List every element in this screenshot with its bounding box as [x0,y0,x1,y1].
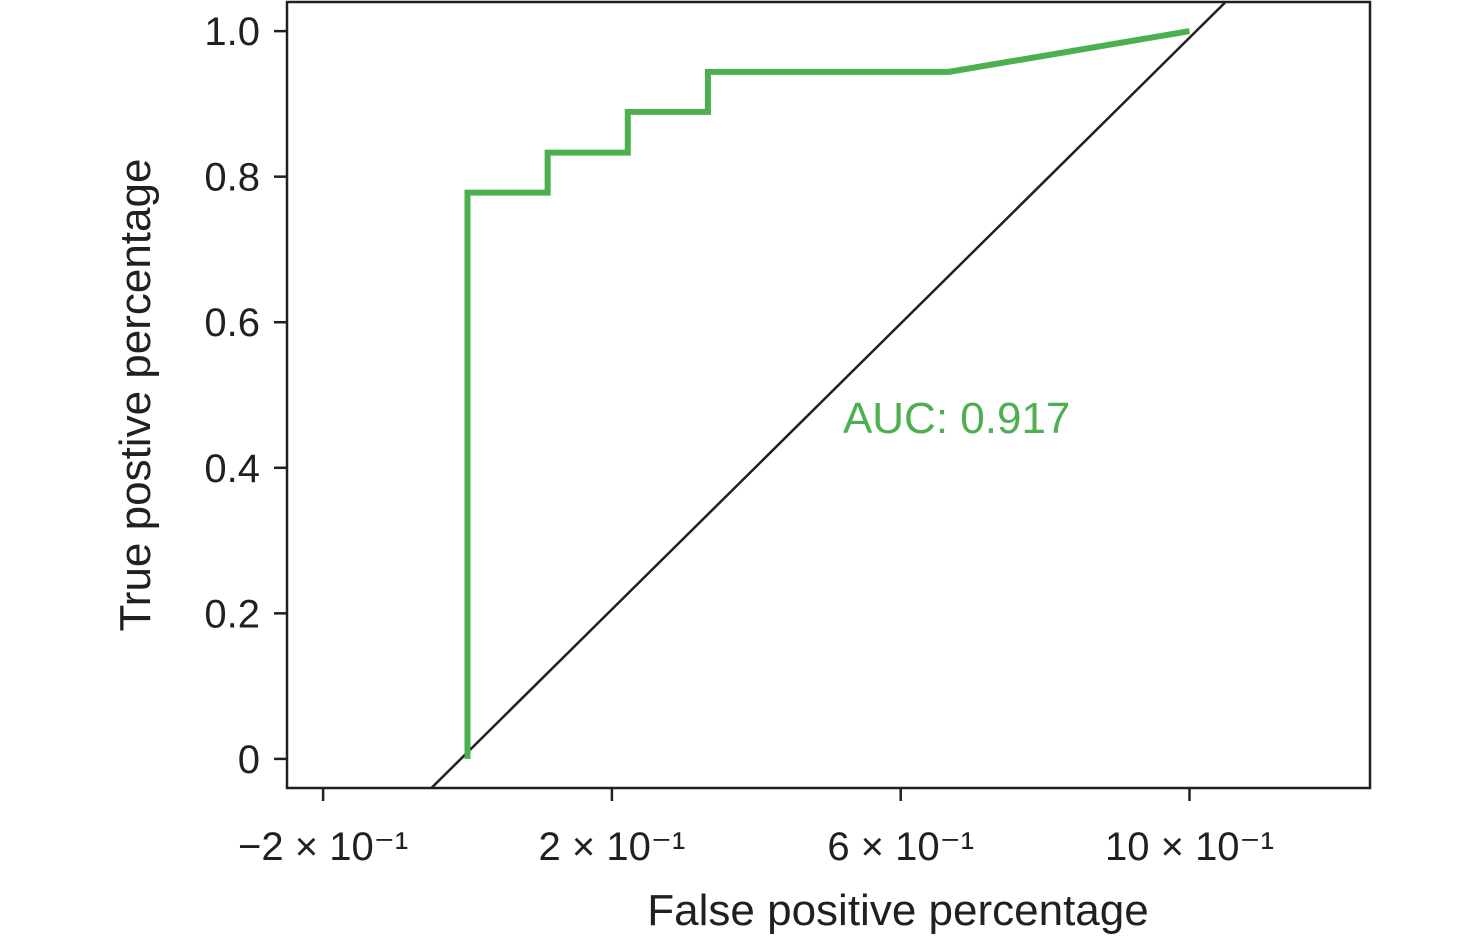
y-tick-label: 0 [238,738,260,782]
roc-curve-line [464,28,1191,759]
y-tick-label: 0.8 [204,156,260,200]
x-tick-label: 2 × 10⁻¹ [539,825,686,869]
y-tick-label: 0.4 [204,447,260,491]
x-axis-title: False positive percentage [647,886,1148,935]
plot-marks [430,2,1227,788]
reference-diagonal-line [430,2,1227,788]
y-axis-title: True postive percentage [111,159,160,632]
y-tick-label: 0.6 [204,301,260,345]
x-axis: −2 × 10⁻¹ 2 × 10⁻¹ 6 × 10⁻¹ 10 × 10⁻¹ [238,788,1274,869]
y-tick-label: 1.0 [204,10,260,54]
auc-annotation: AUC: 0.917 [843,394,1070,443]
y-tick-label: 0.2 [204,592,260,636]
x-tick-label: 10 × 10⁻¹ [1105,825,1274,869]
x-tick-label: −2 × 10⁻¹ [238,825,408,869]
plot-frame [285,0,1372,790]
y-axis: 0 0.2 0.4 0.6 0.8 1.0 [204,10,287,782]
x-tick-label: 6 × 10⁻¹ [827,825,974,869]
